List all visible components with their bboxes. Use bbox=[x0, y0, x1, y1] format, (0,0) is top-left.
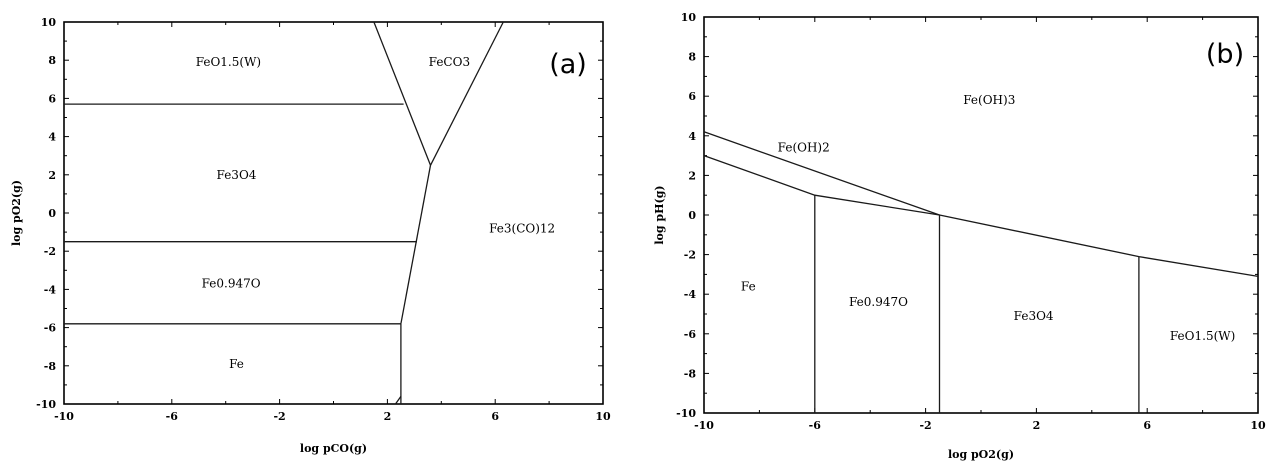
y-tick-label: 6 bbox=[48, 92, 56, 105]
region-label: Fe3O4 bbox=[217, 168, 257, 182]
region-label: Fe0.947O bbox=[202, 277, 261, 291]
x-tick-label: 10 bbox=[595, 410, 611, 423]
phase-boundary bbox=[400, 165, 432, 324]
plot-frame bbox=[703, 16, 1259, 414]
phase-boundary bbox=[373, 21, 432, 166]
y-tick-label: 10 bbox=[681, 11, 697, 24]
y-tick-label: -2 bbox=[684, 249, 696, 262]
region-label: Fe(OH)3 bbox=[963, 93, 1015, 107]
panel-label: (a) bbox=[549, 49, 587, 80]
region-label: Fe bbox=[741, 279, 756, 293]
y-tick-label: -8 bbox=[684, 367, 697, 380]
region-label: FeO1.5(W) bbox=[1170, 329, 1235, 343]
x-tick-label: -2 bbox=[273, 410, 285, 423]
x-tick-label: 6 bbox=[491, 410, 499, 423]
y-tick-label: -10 bbox=[676, 407, 696, 420]
y-tick-label: -6 bbox=[44, 322, 57, 335]
y-tick-label: 0 bbox=[688, 209, 696, 222]
x-axis-label: log pO2(g) bbox=[948, 448, 1014, 461]
y-tick-label: -4 bbox=[44, 283, 57, 296]
phase-boundary bbox=[394, 396, 402, 405]
y-tick-label: -10 bbox=[36, 398, 56, 411]
phase-boundary bbox=[703, 154, 940, 216]
y-tick-label: 8 bbox=[48, 54, 56, 67]
y-tick-label: 8 bbox=[688, 51, 696, 64]
y-axis-label: log pO2(g) bbox=[10, 180, 23, 246]
y-tick-label: 4 bbox=[688, 130, 696, 143]
region-label: FeO1.5(W) bbox=[196, 55, 261, 69]
phase-boundary bbox=[939, 214, 1259, 278]
y-tick-label: -2 bbox=[44, 245, 56, 258]
region-label: Fe0.947O bbox=[849, 295, 908, 309]
x-tick-label: 6 bbox=[1143, 419, 1151, 432]
phase-boundary bbox=[429, 21, 504, 166]
y-tick-label: 4 bbox=[48, 131, 56, 144]
chart-panel-1: -10 -6 -2 2 6 10 -10 -8 -6 -4 -2 0 2 4 6 8 10 Fe(OH)3 Fe(O… bbox=[653, 11, 1266, 461]
region-label: Fe(OH)2 bbox=[778, 141, 830, 155]
x-tick-label: 2 bbox=[1033, 419, 1041, 432]
phase-boundary bbox=[703, 131, 940, 216]
y-axis-label: log pH(g) bbox=[653, 185, 666, 244]
y-tick-label: 6 bbox=[688, 90, 696, 103]
y-tick-label: 2 bbox=[688, 169, 696, 182]
y-tick-label: -4 bbox=[684, 288, 697, 301]
x-tick-label: -6 bbox=[166, 410, 179, 423]
region-label: FeCO3 bbox=[429, 55, 470, 69]
y-tick-label: -8 bbox=[44, 360, 57, 373]
region-label: Fe3O4 bbox=[1014, 309, 1054, 323]
y-tick-label: -6 bbox=[684, 328, 697, 341]
y-tick-label: 0 bbox=[48, 207, 56, 220]
region-label: Fe bbox=[229, 357, 244, 371]
y-tick-label: 2 bbox=[48, 169, 56, 182]
plot-frame bbox=[63, 21, 604, 405]
panel-label: (b) bbox=[1206, 39, 1244, 70]
x-tick-label: 2 bbox=[384, 410, 392, 423]
x-tick-label: -10 bbox=[54, 410, 74, 423]
y-tick-label: 10 bbox=[41, 16, 57, 29]
region-label: Fe3(CO)12 bbox=[489, 221, 555, 235]
x-tick-label: 10 bbox=[1250, 419, 1266, 432]
x-tick-label: -6 bbox=[809, 419, 822, 432]
x-tick-label: -2 bbox=[919, 419, 931, 432]
x-axis-label: log pCO(g) bbox=[300, 442, 367, 455]
chart-panel-0: -10 -6 -2 2 6 10 -10 -8 -6 -4 -2 0 2 4 6 8 10 FeO1.5(W) Fe… bbox=[10, 16, 611, 455]
x-tick-label: -10 bbox=[694, 419, 714, 432]
